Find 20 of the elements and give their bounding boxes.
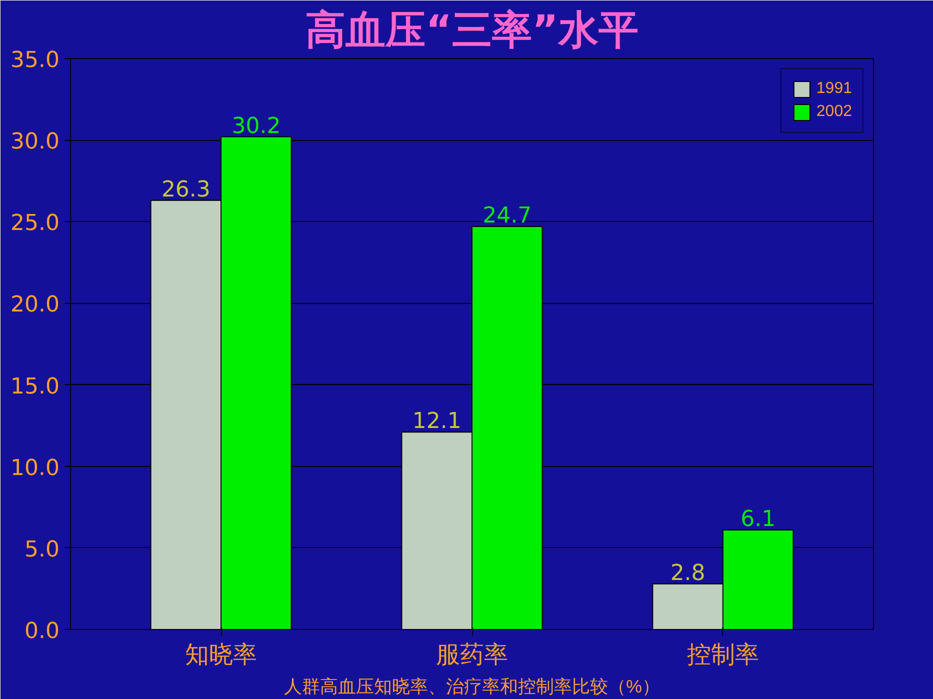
y-tick-label: 20.0 — [10, 292, 60, 318]
y-tick-label: 25.0 — [10, 211, 60, 236]
data-label: 6.1 — [740, 506, 776, 532]
data-label: 26.3 — [161, 177, 210, 202]
chart-title: 高血压“三率”水平 — [306, 8, 638, 54]
data-label: 2.8 — [670, 560, 706, 586]
x-tick-label: 控制率 — [686, 640, 759, 668]
y-tick-label: 35.0 — [10, 48, 60, 73]
x-tick-label: 服药率 — [436, 640, 508, 668]
x-axis-title: 人群高血压知晓率、治疗率和控制率比较（%） — [284, 676, 660, 696]
y-tick-label: 0.0 — [24, 619, 60, 644]
data-label: 12.1 — [412, 409, 462, 434]
legend-label: 2002 — [816, 103, 852, 121]
x-tick-label: 知晓率 — [185, 640, 258, 668]
data-label: 30.2 — [232, 114, 281, 139]
legend-label: 1991 — [816, 80, 852, 98]
y-tick-label: 15.0 — [10, 374, 60, 400]
y-tick-label: 5.0 — [24, 537, 60, 562]
y-tick-label: 30.0 — [10, 130, 60, 155]
y-tick-label: 10.0 — [10, 456, 60, 481]
